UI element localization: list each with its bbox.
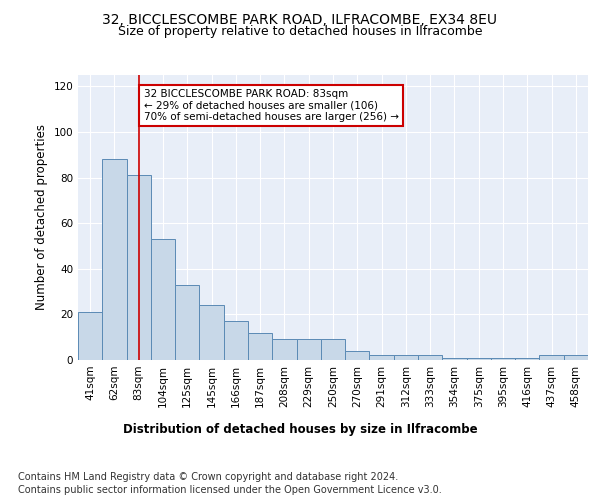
Bar — [224, 321, 248, 360]
Bar — [467, 358, 491, 360]
Bar — [199, 306, 224, 360]
Text: Contains HM Land Registry data © Crown copyright and database right 2024.: Contains HM Land Registry data © Crown c… — [18, 472, 398, 482]
Bar — [78, 312, 102, 360]
Bar — [394, 356, 418, 360]
Bar — [418, 356, 442, 360]
Bar — [272, 340, 296, 360]
Bar — [564, 356, 588, 360]
Text: 32, BICCLESCOMBE PARK ROAD, ILFRACOMBE, EX34 8EU: 32, BICCLESCOMBE PARK ROAD, ILFRACOMBE, … — [103, 12, 497, 26]
Bar — [175, 285, 199, 360]
Bar — [515, 358, 539, 360]
Bar — [296, 340, 321, 360]
Bar — [127, 176, 151, 360]
Y-axis label: Number of detached properties: Number of detached properties — [35, 124, 48, 310]
Bar — [442, 358, 467, 360]
Text: Contains public sector information licensed under the Open Government Licence v3: Contains public sector information licen… — [18, 485, 442, 495]
Bar — [321, 340, 345, 360]
Text: Size of property relative to detached houses in Ilfracombe: Size of property relative to detached ho… — [118, 25, 482, 38]
Bar — [151, 239, 175, 360]
Text: Distribution of detached houses by size in Ilfracombe: Distribution of detached houses by size … — [122, 422, 478, 436]
Text: 32 BICCLESCOMBE PARK ROAD: 83sqm
← 29% of detached houses are smaller (106)
70% : 32 BICCLESCOMBE PARK ROAD: 83sqm ← 29% o… — [143, 88, 398, 122]
Bar — [102, 160, 127, 360]
Bar — [539, 356, 564, 360]
Bar — [248, 332, 272, 360]
Bar — [345, 351, 370, 360]
Bar — [491, 358, 515, 360]
Bar — [370, 356, 394, 360]
